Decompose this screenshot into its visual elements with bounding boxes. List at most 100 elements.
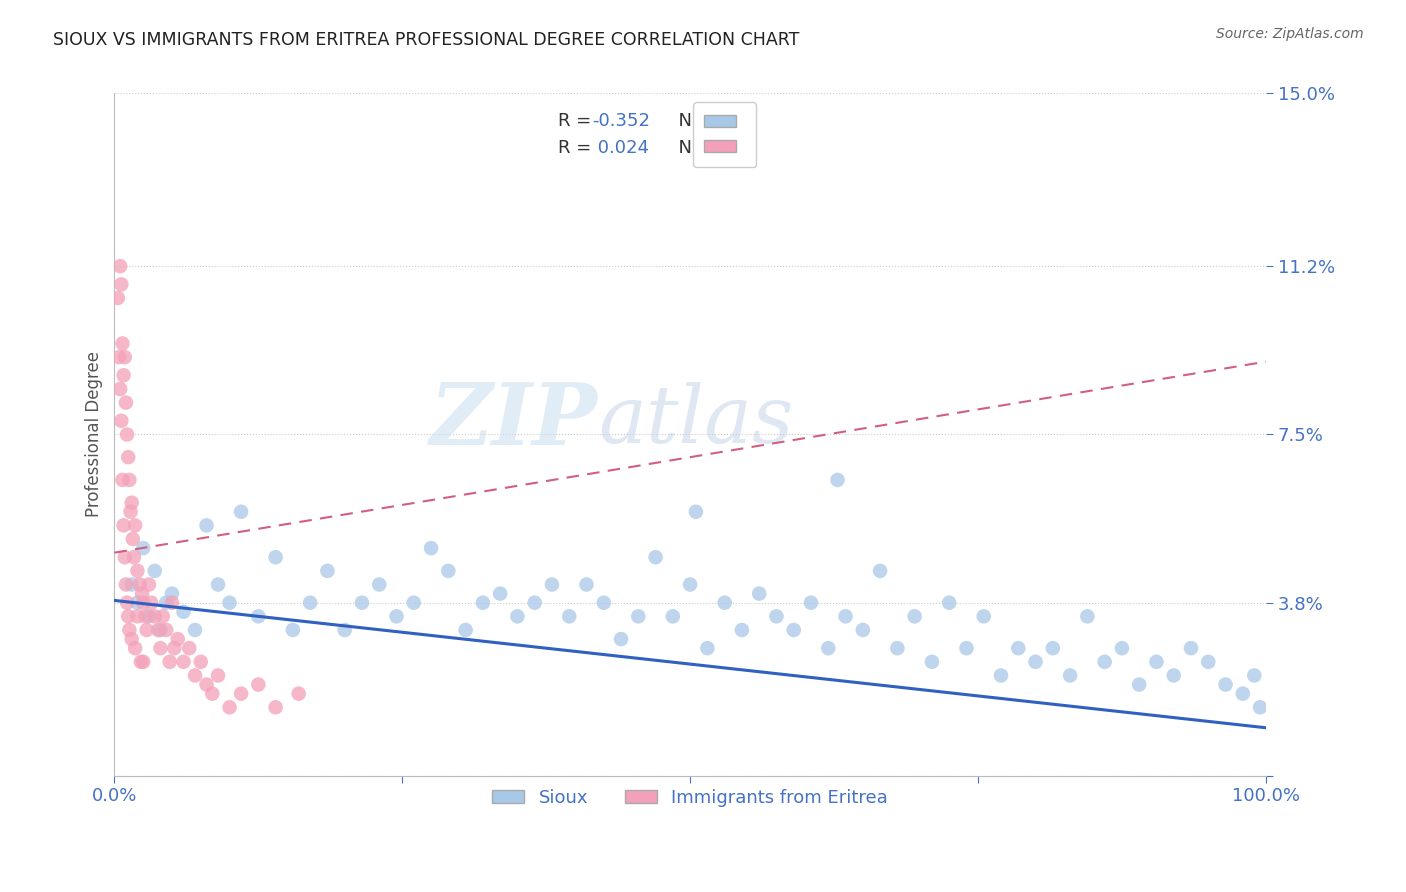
Point	[1007, 641, 1029, 656]
Point	[179, 641, 201, 656]
Point	[281, 623, 304, 637]
Point	[173, 605, 195, 619]
Point	[247, 609, 270, 624]
Point	[173, 655, 195, 669]
Point	[195, 518, 218, 533]
Point	[316, 564, 339, 578]
Point	[122, 550, 145, 565]
Point	[1232, 687, 1254, 701]
Point	[160, 586, 183, 600]
Point	[904, 609, 927, 624]
Point	[765, 609, 787, 624]
Point	[800, 596, 823, 610]
Point	[264, 700, 287, 714]
Point	[129, 655, 152, 669]
Point	[1128, 677, 1150, 691]
Text: -0.352: -0.352	[592, 112, 650, 129]
Point	[131, 586, 153, 600]
Point	[155, 623, 177, 637]
Point	[1180, 641, 1202, 656]
Point	[1146, 655, 1168, 669]
Point	[1243, 668, 1265, 682]
Point	[121, 632, 143, 646]
Point	[118, 623, 141, 637]
Text: R =: R =	[558, 112, 596, 129]
Point	[138, 609, 160, 624]
Point	[160, 596, 183, 610]
Point	[558, 609, 581, 624]
Point	[218, 596, 240, 610]
Point	[110, 414, 132, 428]
Point	[489, 586, 512, 600]
Point	[506, 609, 529, 624]
Point	[662, 609, 685, 624]
Point	[111, 473, 134, 487]
Point	[166, 632, 188, 646]
Point	[115, 395, 138, 409]
Point	[1094, 655, 1116, 669]
Point	[121, 577, 143, 591]
Point	[132, 541, 155, 555]
Point	[143, 564, 166, 578]
Point	[108, 350, 131, 364]
Point	[149, 641, 172, 656]
Point	[121, 496, 143, 510]
Point	[155, 596, 177, 610]
Point	[299, 596, 322, 610]
Text: atlas: atlas	[598, 382, 793, 459]
Point	[184, 623, 207, 637]
Point	[195, 677, 218, 691]
Point	[108, 259, 131, 273]
Point	[207, 577, 229, 591]
Text: ZIP: ZIP	[430, 379, 598, 463]
Point	[229, 687, 252, 701]
Point	[120, 505, 142, 519]
Text: Source: ZipAtlas.com: Source: ZipAtlas.com	[1216, 27, 1364, 41]
Point	[207, 668, 229, 682]
Point	[127, 564, 149, 578]
Point	[110, 277, 132, 292]
Point	[869, 564, 891, 578]
Point	[1025, 655, 1047, 669]
Point	[127, 596, 149, 610]
Point	[679, 577, 702, 591]
Point	[1163, 668, 1185, 682]
Point	[575, 577, 598, 591]
Point	[610, 632, 633, 646]
Point	[1249, 700, 1271, 714]
Point	[627, 609, 650, 624]
Point	[783, 623, 806, 637]
Point	[731, 623, 754, 637]
Point	[420, 541, 443, 555]
Point	[115, 596, 138, 610]
Point	[163, 641, 186, 656]
Point	[218, 700, 240, 714]
Point	[143, 609, 166, 624]
Point	[696, 641, 718, 656]
Point	[229, 505, 252, 519]
Point	[135, 623, 157, 637]
Point	[644, 550, 666, 565]
Point	[201, 687, 224, 701]
Point	[190, 655, 212, 669]
Y-axis label: Professional Degree: Professional Degree	[86, 351, 103, 517]
Point	[107, 291, 129, 305]
Point	[111, 336, 134, 351]
Point	[454, 623, 477, 637]
Point	[264, 550, 287, 565]
Text: 59: 59	[716, 139, 738, 157]
Point	[112, 518, 135, 533]
Point	[973, 609, 995, 624]
Point	[350, 596, 373, 610]
Point	[287, 687, 309, 701]
Point	[541, 577, 564, 591]
Point	[333, 623, 356, 637]
Point	[1059, 668, 1081, 682]
Point	[834, 609, 856, 624]
Point	[1042, 641, 1064, 656]
Text: SIOUX VS IMMIGRANTS FROM ERITREA PROFESSIONAL DEGREE CORRELATION CHART: SIOUX VS IMMIGRANTS FROM ERITREA PROFESS…	[53, 31, 800, 49]
Point	[124, 518, 146, 533]
Point	[115, 577, 138, 591]
Point	[368, 577, 391, 591]
Point	[121, 532, 143, 546]
